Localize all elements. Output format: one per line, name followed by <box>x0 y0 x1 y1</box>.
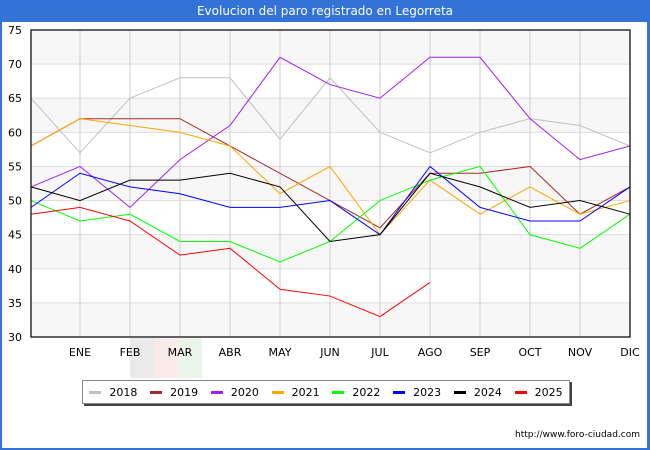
legend-item: 2023 <box>393 386 441 399</box>
series-line-2024 <box>30 172 631 243</box>
series-line-2025 <box>30 206 431 318</box>
flag-watermark <box>130 338 202 378</box>
legend-label: 2024 <box>473 385 502 399</box>
legend-label: 2023 <box>413 385 442 399</box>
y-tick-label: 55 <box>8 160 22 173</box>
legend-label: 2019 <box>170 385 199 399</box>
legend-label: 2020 <box>230 385 259 399</box>
y-tick-label: 75 <box>8 24 22 37</box>
plot-frame <box>30 29 631 338</box>
x-tick-label: JUL <box>370 346 389 359</box>
legend-swatch <box>150 390 163 394</box>
x-tick-label: MAY <box>269 346 292 359</box>
legend-item: 2019 <box>150 386 198 399</box>
legend-swatch <box>393 390 406 394</box>
legend-swatch <box>332 390 345 394</box>
series-line-2021 <box>30 118 631 236</box>
legend-item: 2018 <box>89 386 137 399</box>
x-tick-label: DIC <box>620 346 640 359</box>
legend-label: 2018 <box>109 385 138 399</box>
legend-item: 2025 <box>514 385 563 399</box>
x-tick-label: ENE <box>69 346 91 359</box>
legend-label: 2021 <box>291 385 320 399</box>
x-tick-label: JUN <box>319 346 340 359</box>
source-url: http://www.foro-ciudad.com <box>515 430 640 440</box>
y-tick-label: 60 <box>8 126 22 139</box>
legend-label: 2025 <box>534 385 563 399</box>
y-tick-label: 65 <box>8 92 22 105</box>
x-tick-label: MAR <box>168 346 193 359</box>
series-line-2020 <box>30 56 631 209</box>
x-tick-label: NOV <box>568 346 593 359</box>
x-tick-label: SEP <box>470 346 491 359</box>
legend-label: 2022 <box>352 385 381 399</box>
y-tick-label: 45 <box>8 229 22 242</box>
legend-swatch <box>514 390 527 394</box>
x-tick-label: ABR <box>219 346 242 359</box>
legend-swatch <box>210 390 223 394</box>
legend-swatch <box>453 390 466 394</box>
legend-item: 2021 <box>271 385 320 399</box>
chart-legend: 2018 2019 2020 2021 2022 2023 2024 2025 <box>82 380 570 404</box>
x-tick-label: FEB <box>120 346 141 359</box>
legend-item: 2024 <box>453 385 502 399</box>
legend-item: 2022 <box>332 386 380 399</box>
x-tick-label: OCT <box>518 346 541 359</box>
x-tick-label: AGO <box>418 346 443 359</box>
y-tick-label: 35 <box>8 297 22 310</box>
legend-item: 2020 <box>210 385 259 399</box>
y-tick-label: 40 <box>8 263 22 276</box>
y-tick-label: 50 <box>8 195 22 208</box>
legend-swatch <box>271 390 284 394</box>
chart-title: Evolucion del paro registrado en Legorre… <box>0 0 650 22</box>
series-line-2023 <box>30 165 631 236</box>
legend-swatch <box>89 390 102 394</box>
y-tick-label: 70 <box>8 58 22 71</box>
y-tick-label: 30 <box>8 331 22 344</box>
